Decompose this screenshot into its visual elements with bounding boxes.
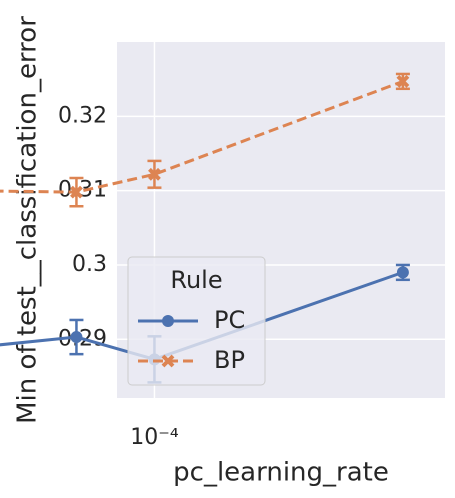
series — [0, 72, 410, 208]
point — [396, 74, 410, 88]
legend-title: Rule — [170, 266, 222, 294]
y-tick-label: 0.3 — [72, 252, 107, 277]
x-axis-label: pc_learning_rate — [173, 458, 389, 488]
point — [396, 266, 409, 279]
legend-marker — [161, 354, 175, 368]
legend-label: PC — [214, 306, 245, 334]
point — [70, 185, 83, 199]
y-tick-label: 0.31 — [58, 178, 107, 203]
x-tick-label: 10⁻⁴ — [130, 425, 179, 450]
y-axis-label: Min of test__classification_error — [13, 16, 43, 424]
legend-marker — [162, 315, 174, 327]
legend: Rule PC BP — [127, 256, 266, 386]
legend-label: BP — [214, 346, 245, 374]
point — [70, 331, 83, 344]
point — [148, 167, 161, 181]
y-tick-label: 0.32 — [58, 103, 107, 128]
